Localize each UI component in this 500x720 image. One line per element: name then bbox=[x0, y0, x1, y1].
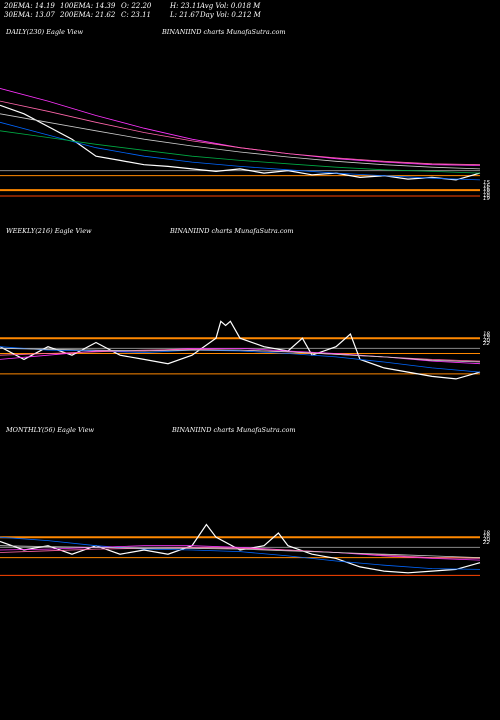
series-line bbox=[0, 348, 481, 363]
daily-chart-brand: BINANIIND charts MunafaSutra.com bbox=[162, 28, 286, 36]
series-line bbox=[0, 346, 481, 373]
indicator-stats: 20EMA: 14.19 100EMA: 14.39 O: 22.20 H: 2… bbox=[4, 2, 496, 20]
price-level-label: 22 bbox=[483, 341, 490, 347]
series-line bbox=[0, 546, 481, 559]
series-line bbox=[0, 100, 481, 166]
price-level-label: 18 bbox=[483, 331, 490, 337]
day-volume-value: Day Vol: 0.212 M bbox=[200, 11, 261, 19]
price-level-label: 20 bbox=[483, 338, 490, 344]
daily-chart-title: DAILY(230) Eagle View bbox=[6, 28, 84, 36]
series-line bbox=[0, 545, 481, 561]
ema30-value: 30EMA: 13.07 bbox=[4, 11, 55, 19]
series-line bbox=[0, 545, 481, 558]
avg-volume-value: Avg Vol: 0.018 M bbox=[200, 2, 261, 10]
price-level-label: 19 bbox=[483, 196, 490, 202]
price-level-label: 18 bbox=[483, 530, 490, 536]
monthly-chart-brand: BINANIIND charts MunafaSutra.com bbox=[172, 426, 296, 434]
ema100-value: 100EMA: 14.39 bbox=[60, 2, 116, 10]
weekly-chart-brand: BINANIIND charts MunafaSutra.com bbox=[170, 227, 294, 235]
series-line bbox=[0, 130, 481, 174]
close-value: C: 23.11 bbox=[121, 11, 151, 19]
stats-row-2: 30EMA: 13.07 200EMA: 21.62 C: 23.11 L: 2… bbox=[4, 11, 496, 20]
price-level-label: 16 bbox=[483, 186, 490, 192]
high-value: H: 23.11 bbox=[170, 2, 201, 10]
price-level-label: 19 bbox=[483, 335, 490, 341]
series-line bbox=[0, 523, 481, 574]
low-value: L: 21.67 bbox=[170, 11, 200, 19]
price-level-label: 18 bbox=[483, 534, 490, 540]
stats-row-1: 20EMA: 14.19 100EMA: 14.39 O: 22.20 H: 2… bbox=[4, 2, 496, 11]
series-line bbox=[0, 121, 481, 181]
series-line bbox=[0, 104, 481, 181]
price-level-label: 15 bbox=[483, 180, 490, 186]
ema20-value: 20EMA: 14.19 bbox=[4, 2, 55, 10]
price-level-label: 18 bbox=[483, 193, 490, 199]
weekly-chart-panel: 18 19 20 22 WEEKLY(216) Eagle View BINANIIN… bbox=[0, 227, 500, 427]
price-level-label: 18 bbox=[483, 190, 490, 196]
daily-chart-panel: 15 16 16 18 18 19 DAILY(230) Eagle View BINAN… bbox=[0, 28, 500, 228]
price-level-label: 16 bbox=[483, 183, 490, 189]
monthly-chart-title: MONTHLY(56) Eagle View bbox=[6, 426, 95, 434]
ema200-value: 200EMA: 21.62 bbox=[60, 11, 116, 19]
price-level-label: 20 bbox=[483, 537, 490, 543]
monthly-chart-panel: 18 18 20 22 MONTHLY(56) Eagle View BINANIIN… bbox=[0, 426, 500, 626]
series-line bbox=[0, 320, 481, 380]
weekly-chart-title: WEEKLY(216) Eagle View bbox=[6, 227, 92, 235]
series-line bbox=[0, 536, 481, 570]
series-line bbox=[0, 113, 481, 170]
open-value: O: 22.20 bbox=[121, 2, 152, 10]
price-level-label: 22 bbox=[483, 540, 490, 546]
